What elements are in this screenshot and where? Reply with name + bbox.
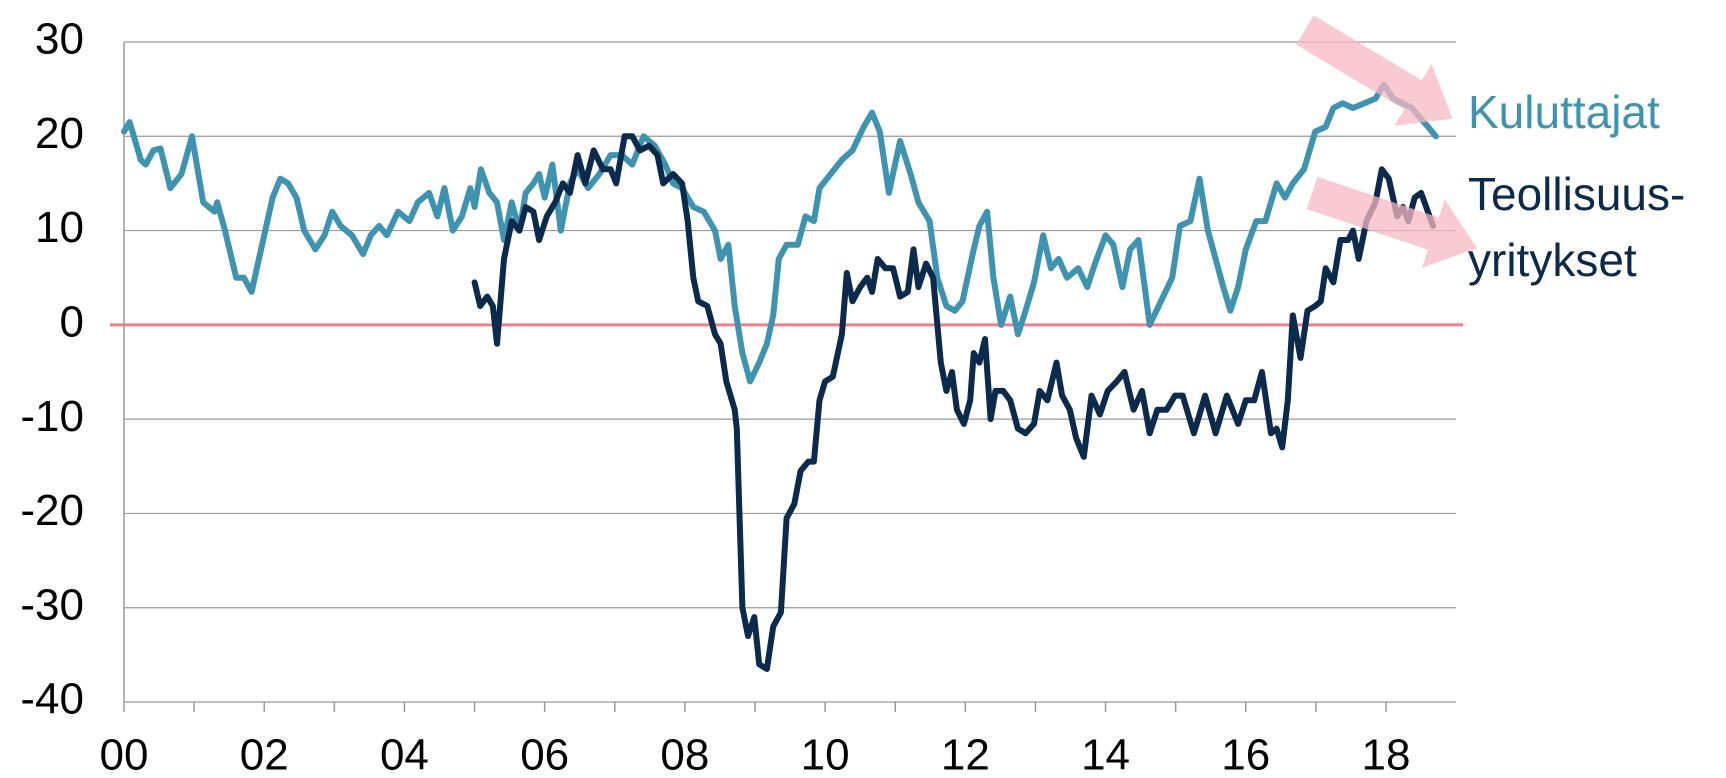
y-tick-label: -20 xyxy=(20,486,84,535)
x-tick-label: 02 xyxy=(240,731,289,778)
legend-label: Kuluttajat xyxy=(1468,86,1660,138)
y-tick-label: 0 xyxy=(60,297,84,346)
trend-arrow xyxy=(1306,176,1478,268)
y-tick-label: 10 xyxy=(35,203,84,252)
legend-label: Teollisuus-yritykset xyxy=(1468,168,1685,286)
trend-arrows xyxy=(1296,15,1478,268)
y-tick-label: -30 xyxy=(20,580,84,629)
y-tick-label: -10 xyxy=(20,392,84,441)
x-tick-label: 14 xyxy=(1081,731,1130,778)
trend-arrow xyxy=(1296,15,1453,126)
y-tick-label: 30 xyxy=(35,15,84,64)
x-tick-label: 16 xyxy=(1221,731,1270,778)
y-tick-label: -40 xyxy=(20,675,84,724)
series-line xyxy=(471,133,1436,672)
y-tick-label: 20 xyxy=(35,109,84,158)
x-tick-label: 04 xyxy=(380,731,429,778)
x-tick-label: 06 xyxy=(520,731,569,778)
series-line xyxy=(121,81,1439,385)
x-tick-label: 18 xyxy=(1362,731,1411,778)
x-tick-label: 10 xyxy=(801,731,850,778)
x-tick-label: 08 xyxy=(660,731,709,778)
x-tick-label: 00 xyxy=(100,731,149,778)
x-tick-label: 12 xyxy=(941,731,990,778)
